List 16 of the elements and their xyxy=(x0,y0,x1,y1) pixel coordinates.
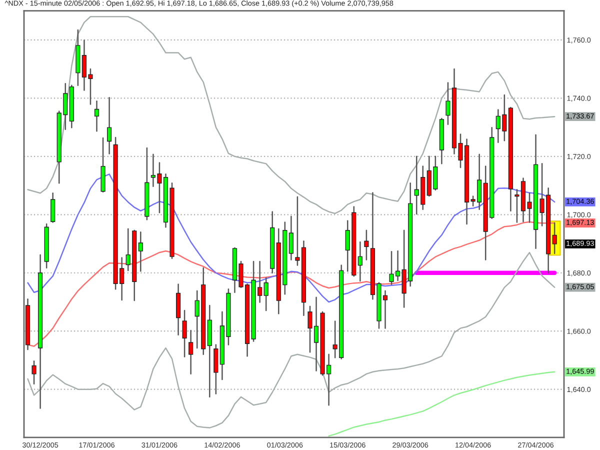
candlestick xyxy=(138,231,143,272)
candlestick xyxy=(358,241,362,282)
candlestick xyxy=(364,230,369,260)
candlestick xyxy=(50,192,56,223)
candlestick xyxy=(264,277,268,312)
candlestick xyxy=(107,96,112,154)
candlestick xyxy=(188,330,194,375)
candlestick xyxy=(214,344,218,394)
line-series xyxy=(328,371,556,437)
candlestick xyxy=(182,310,187,358)
candlestick xyxy=(288,216,294,260)
line-series xyxy=(27,174,556,303)
candlestick xyxy=(295,196,300,266)
candlestick xyxy=(94,100,100,132)
candlestick xyxy=(32,360,36,384)
candlestick xyxy=(552,222,557,254)
